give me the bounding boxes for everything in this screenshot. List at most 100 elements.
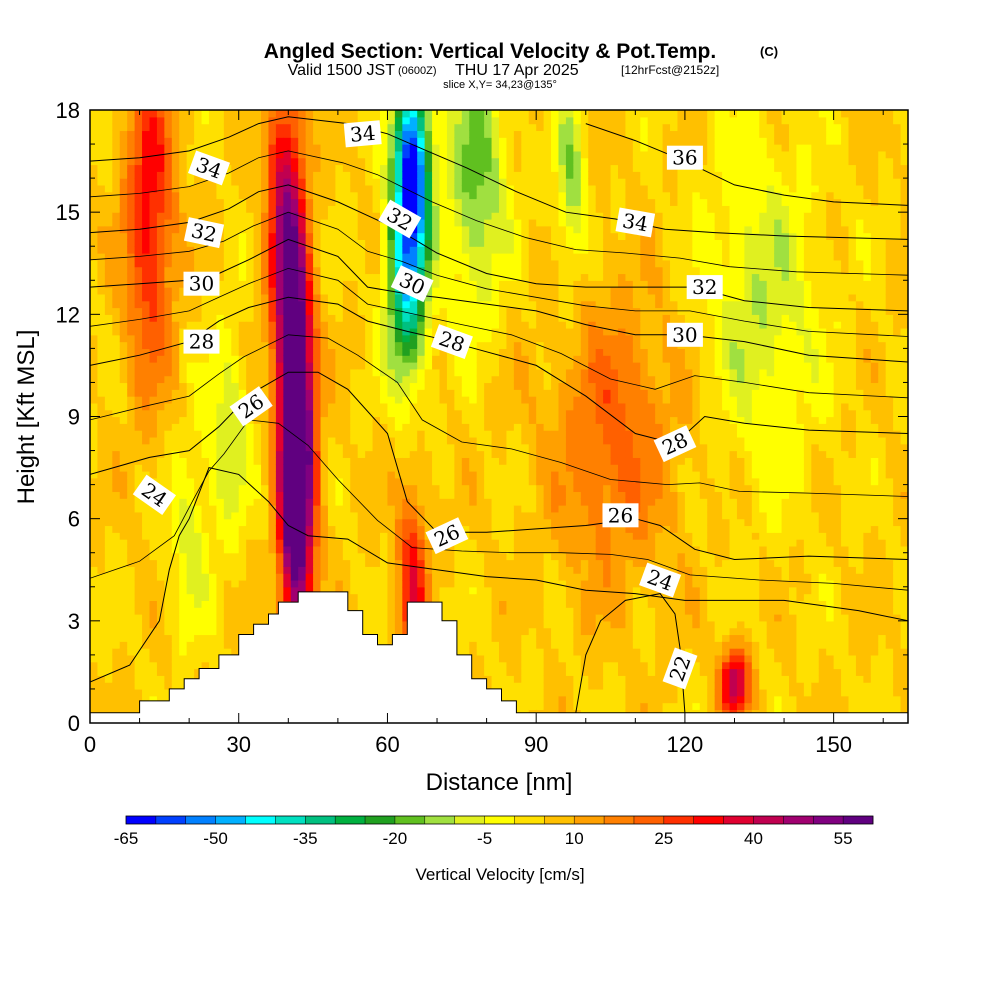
velocity-cell (119, 334, 128, 343)
velocity-cell (298, 505, 307, 513)
velocity-cell (268, 300, 277, 309)
velocity-cell (268, 253, 277, 261)
velocity-cell (238, 545, 247, 554)
velocity-cell (320, 416, 329, 424)
velocity-cell (261, 518, 270, 527)
velocity-cell (179, 573, 188, 581)
velocity-cell (246, 327, 255, 336)
velocity-cell (112, 402, 121, 411)
velocity-cell (372, 586, 381, 595)
velocity-cell (432, 225, 441, 234)
velocity-cell (179, 491, 188, 499)
velocity-cell (327, 137, 336, 145)
velocity-cell (231, 491, 240, 499)
velocity-cell (387, 593, 396, 601)
velocity-cell (142, 573, 151, 581)
velocity-cell (484, 293, 493, 302)
velocity-cell (275, 518, 284, 527)
velocity-cell (90, 123, 99, 132)
velocity-cell (216, 389, 225, 397)
velocity-cell (320, 375, 329, 384)
velocity-cell (446, 470, 455, 479)
velocity-cell (357, 184, 366, 193)
velocity-cell (409, 457, 418, 465)
velocity-cell (305, 470, 314, 479)
velocity-cell (253, 307, 262, 315)
velocity-cell (261, 130, 270, 138)
velocity-cell (320, 566, 329, 574)
velocity-cell (290, 300, 299, 309)
velocity-cell (372, 300, 381, 309)
velocity-cell (320, 266, 329, 275)
velocity-cell (290, 225, 299, 234)
velocity-cell (223, 641, 232, 649)
velocity-cell (223, 150, 232, 159)
velocity-cell (372, 307, 381, 315)
velocity-cell (119, 253, 128, 261)
velocity-cell (461, 539, 470, 547)
velocity-cell (387, 423, 396, 431)
velocity-cell (387, 253, 396, 261)
velocity-cell (350, 232, 359, 241)
velocity-cell (417, 532, 426, 540)
velocity-cell (491, 259, 500, 268)
velocity-cell (164, 348, 173, 356)
velocity-cell (275, 293, 284, 302)
velocity-cell (194, 368, 203, 377)
velocity-cell (484, 137, 493, 145)
velocity-cell (313, 178, 322, 186)
velocity-cell (305, 123, 314, 132)
velocity-cell (327, 116, 336, 125)
velocity-cell (372, 273, 381, 281)
velocity-cell (387, 157, 396, 166)
velocity-cell (156, 171, 165, 179)
velocity-cell (439, 409, 448, 418)
velocity-cell (134, 287, 143, 295)
velocity-cell (394, 150, 403, 159)
velocity-cell (90, 293, 99, 302)
velocity-cell (238, 593, 247, 601)
velocity-cell (268, 191, 277, 200)
velocity-cell (491, 470, 500, 479)
velocity-cell (469, 579, 478, 588)
velocity-cell (97, 464, 106, 472)
velocity-cell (357, 389, 366, 397)
velocity-cell (171, 362, 180, 370)
velocity-cell (112, 627, 121, 636)
velocity-cell (454, 212, 463, 220)
velocity-cell (179, 198, 188, 206)
velocity-cell (119, 416, 128, 424)
velocity-cell (409, 307, 418, 315)
velocity-cell (320, 164, 329, 172)
velocity-cell (134, 205, 143, 213)
velocity-cell (253, 314, 262, 322)
velocity-cell (283, 191, 292, 200)
velocity-cell (179, 450, 188, 458)
velocity-cell (320, 253, 329, 261)
velocity-cell (261, 511, 270, 520)
velocity-cell (476, 634, 485, 642)
velocity-cell (476, 505, 485, 513)
velocity-cell (231, 123, 240, 132)
velocity-cell (223, 532, 232, 540)
velocity-cell (283, 477, 292, 486)
velocity-cell (134, 634, 143, 642)
velocity-cell (402, 116, 411, 125)
velocity-cell (320, 123, 329, 132)
velocity-cell (246, 171, 255, 179)
velocity-cell (491, 287, 500, 295)
velocity-cell (201, 491, 210, 499)
velocity-cell (216, 498, 225, 506)
velocity-cell (149, 157, 158, 166)
velocity-cell (142, 559, 151, 567)
velocity-cell (127, 402, 136, 411)
velocity-cell (201, 641, 210, 649)
velocity-cell (446, 464, 455, 472)
velocity-cell (461, 430, 470, 438)
velocity-cell (104, 375, 113, 384)
velocity-cell (90, 620, 99, 629)
velocity-cell (305, 198, 314, 206)
velocity-cell (253, 430, 262, 438)
velocity-cell (246, 321, 255, 329)
velocity-cell (283, 436, 292, 445)
